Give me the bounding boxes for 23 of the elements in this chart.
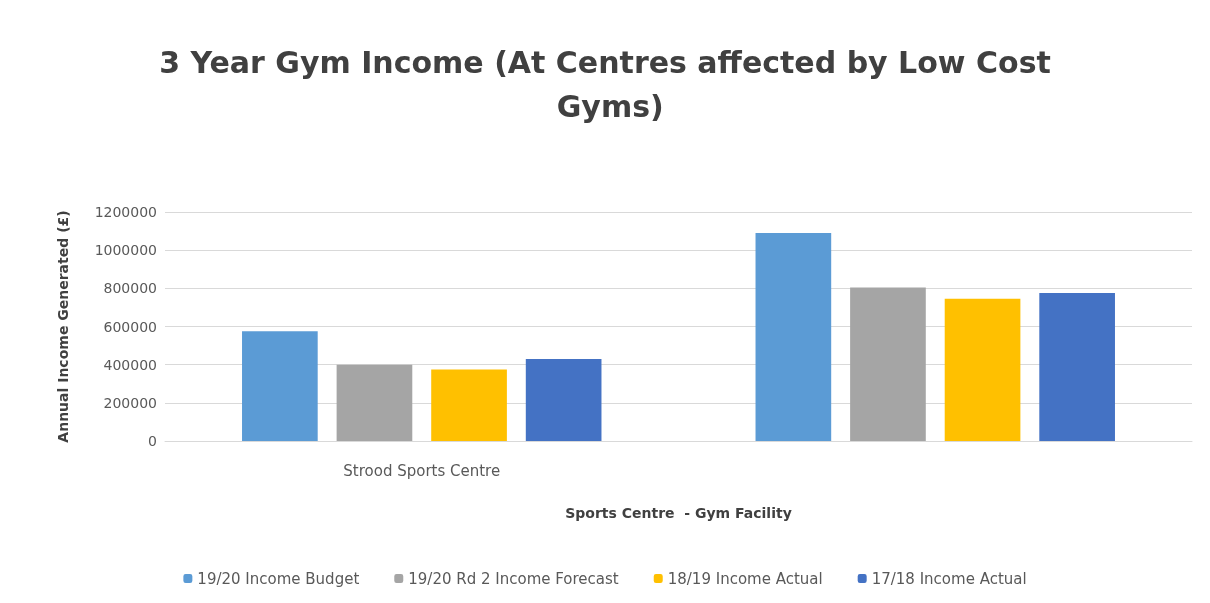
y-tick-label: 1200000 — [94, 204, 157, 220]
x-axis-title: Sports Centre - Gym Facility — [565, 505, 792, 521]
bar — [525, 358, 602, 441]
bar — [755, 232, 832, 441]
legend-label: 19/20 Rd 2 Income Forecast — [408, 569, 619, 588]
bar — [850, 287, 926, 441]
y-tick-label: 800000 — [103, 280, 157, 297]
legend-label: 19/20 Income Budget — [197, 569, 360, 588]
bar — [242, 331, 318, 441]
chart-title: 3 Year Gym Income (At Centres affected by Low Cost Gyms) — [159, 44, 1051, 124]
legend-label: 17/18 Income Actual — [871, 569, 1027, 588]
bar — [944, 298, 1021, 441]
y-tick-label: 1000000 — [94, 242, 157, 259]
x-tick-label: Strood Sports Centre — [343, 461, 501, 480]
y-tick-label: 0 — [148, 433, 157, 449]
bar — [1039, 293, 1115, 441]
bar — [336, 364, 413, 441]
bar — [431, 369, 507, 441]
y-axis-title: Annual Income Generated (£) — [55, 210, 71, 443]
y-tick-label: 200000 — [103, 394, 157, 411]
y-tick-label: 600000 — [103, 318, 157, 335]
legend-label: 18/19 Income Actual — [667, 569, 823, 588]
y-tick-label: 400000 — [103, 356, 157, 373]
